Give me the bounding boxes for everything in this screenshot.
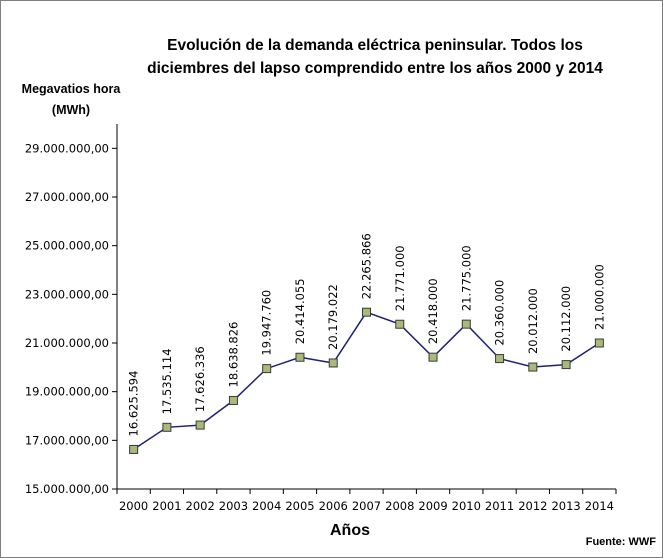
x-tick-label: 2007	[352, 499, 381, 513]
data-label: 16.625.594	[127, 371, 141, 437]
y-axis-label-line-1: Megavatios hora	[21, 82, 121, 96]
x-tick-label: 2008	[385, 499, 414, 513]
chart-title: Evolución de la demanda eléctrica penins…	[140, 34, 610, 80]
data-label: 20.179.022	[326, 284, 340, 350]
x-tick-label: 2009	[418, 499, 447, 513]
data-point-marker	[461, 319, 471, 329]
chart-title-line-1: Evolución de la demanda eléctrica penins…	[167, 37, 583, 54]
y-tick-label: 19.000.000,00	[25, 385, 109, 399]
data-label: 21.000.000	[592, 264, 606, 330]
data-point-marker	[561, 360, 571, 370]
y-tick-label: 17.000.000,00	[25, 433, 109, 447]
x-tick-label: 2012	[518, 499, 547, 513]
data-point-marker	[328, 358, 338, 368]
data-point-marker	[528, 362, 538, 372]
x-tick-label: 2005	[285, 499, 314, 513]
x-tick-label: 2000	[119, 499, 148, 513]
data-label: 20.360.000	[493, 280, 507, 346]
data-point-marker	[129, 444, 139, 454]
y-tick-label: 15.000.000,00	[25, 482, 109, 496]
data-label: 19.947.760	[260, 290, 274, 356]
data-label: 20.414.055	[293, 278, 307, 344]
y-tick-label: 23.000.000,00	[25, 287, 109, 301]
x-tick-label: 2006	[319, 499, 348, 513]
data-point-marker	[362, 307, 371, 317]
data-label: 20.112.000	[559, 286, 573, 352]
x-tick-label: 2004	[252, 499, 281, 513]
data-label: 20.012.000	[526, 288, 540, 354]
y-axis-label: Megavatios hora (MWh)	[6, 79, 136, 121]
y-tick-label: 21.000.000,00	[25, 336, 109, 350]
x-tick-label: 2002	[186, 499, 215, 513]
data-point-marker	[594, 338, 604, 348]
data-label: 20.418.000	[426, 278, 440, 344]
x-tick-label: 2014	[585, 499, 614, 513]
y-tick-label: 27.000.000,00	[25, 190, 109, 204]
data-point-marker	[162, 422, 172, 432]
x-tick-label: 2010	[452, 499, 481, 513]
source-note: Fuente: WWF	[585, 536, 656, 548]
y-axis-label-line-2: (MWh)	[51, 103, 91, 117]
data-point-marker	[495, 354, 505, 364]
data-label: 22.265.866	[360, 233, 374, 299]
data-point-marker	[395, 319, 405, 329]
x-tick-label: 2003	[219, 499, 248, 513]
data-point-marker	[262, 364, 272, 374]
x-tick-label: 2001	[152, 499, 181, 513]
data-point-marker	[228, 395, 238, 405]
data-label: 18.638.826	[226, 322, 240, 388]
data-label: 21.771.000	[393, 245, 407, 311]
data-label: 17.535.114	[160, 348, 174, 414]
y-tick-label: 29.000.000,00	[25, 141, 109, 155]
data-label: 17.626.336	[193, 346, 207, 412]
data-label: 21.775.000	[459, 245, 473, 311]
y-tick-label: 25.000.000,00	[25, 239, 109, 253]
x-tick-label: 2013	[551, 499, 580, 513]
x-tick-label: 2011	[485, 499, 514, 513]
data-point-marker	[428, 352, 438, 362]
data-point-marker	[195, 420, 205, 430]
x-axis-label: Años	[330, 522, 370, 539]
data-point-marker	[295, 352, 305, 362]
chart-title-line-2: diciembres del lapso comprendido entre l…	[147, 60, 603, 77]
